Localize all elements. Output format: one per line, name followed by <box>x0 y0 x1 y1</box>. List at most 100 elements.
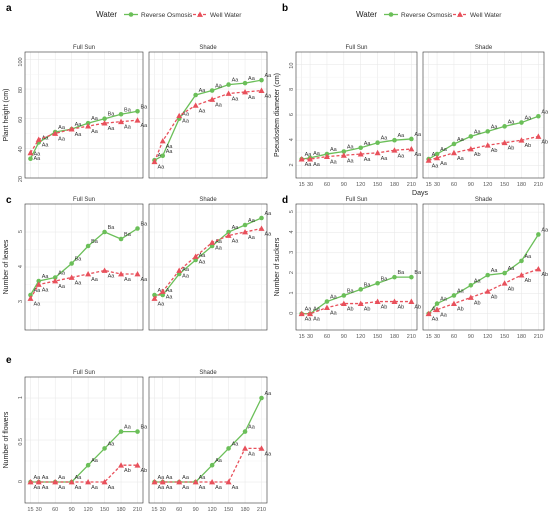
series-line <box>154 447 262 483</box>
data-point <box>52 130 59 136</box>
y-tick-label: 3 <box>18 300 24 303</box>
panel-letter: e <box>6 355 12 366</box>
series-line <box>29 269 138 299</box>
data-point <box>209 239 216 245</box>
y-tick-label: 1 <box>18 396 24 399</box>
data-label: Aa <box>182 267 190 273</box>
data-label: Aa <box>215 102 223 108</box>
series-line <box>154 79 262 161</box>
data-label: Aa <box>75 122 83 128</box>
data-point <box>209 462 215 468</box>
data-label: Aa <box>305 152 313 158</box>
y-axis-title: Plant height (cm) <box>3 89 10 142</box>
data-label: Aa <box>42 288 50 294</box>
data-point <box>259 215 264 221</box>
data-point <box>134 462 141 468</box>
data-point <box>242 445 249 451</box>
data-label: Aa <box>232 78 240 84</box>
data-point <box>52 275 58 280</box>
data-point <box>193 92 198 98</box>
data-point <box>85 462 91 468</box>
data-label: Aa <box>265 211 273 217</box>
data-point <box>28 156 33 162</box>
facet-border <box>148 203 268 331</box>
facet-border <box>422 51 545 179</box>
data-point <box>484 142 491 148</box>
data-point <box>259 395 264 401</box>
data-point <box>340 300 347 306</box>
x-tick-label: 180 <box>517 334 526 340</box>
data-point <box>226 446 231 451</box>
x-tick-label: 15 <box>299 182 305 188</box>
data-point <box>434 306 441 313</box>
data-point <box>450 149 457 156</box>
data-label: Aa <box>474 278 482 284</box>
y-tick-label: 3 <box>289 251 295 254</box>
data-point <box>226 229 231 235</box>
data-point <box>467 146 474 152</box>
data-point <box>242 80 248 86</box>
grid <box>25 204 143 330</box>
y-tick-label: 100 <box>18 57 24 66</box>
data-point <box>242 89 249 95</box>
data-label: Aa <box>33 288 41 294</box>
data-label: Aa <box>330 295 338 301</box>
data-point <box>374 149 381 156</box>
y-tick-label: 0.5 <box>18 438 24 446</box>
data-label: Ab <box>141 468 148 474</box>
data-label: Aa <box>141 277 149 283</box>
data-point <box>209 479 216 485</box>
data-point <box>192 479 199 485</box>
data-label: Aa <box>91 485 99 491</box>
data-label: Aa <box>166 288 174 294</box>
data-point <box>375 140 380 146</box>
series-line <box>428 268 539 315</box>
data-point <box>501 280 508 286</box>
data-label: Aa <box>166 475 174 481</box>
data-point <box>324 299 330 304</box>
data-point <box>391 147 398 153</box>
series-line <box>301 276 412 315</box>
data-label: Aa <box>124 277 132 283</box>
data-label: Aa <box>91 116 99 122</box>
data-point <box>225 479 232 485</box>
data-point <box>159 137 166 144</box>
data-point <box>298 310 305 317</box>
data-label: Aa <box>432 163 440 169</box>
data-label: Aa <box>248 451 256 457</box>
series-line <box>154 217 262 296</box>
x-tick-label: 90 <box>69 507 75 511</box>
data-label: Aa <box>124 125 132 131</box>
data-label: Aa <box>42 475 50 481</box>
data-label: Aa <box>108 485 116 491</box>
data-label: Aa <box>215 246 223 252</box>
facet-border <box>148 51 268 179</box>
data-label: Aa <box>199 485 207 491</box>
data-label: Aa <box>199 253 207 259</box>
data-point <box>27 479 34 485</box>
data-point <box>85 123 92 129</box>
y-axis-title: Number of suckers <box>274 237 281 296</box>
data-label: Aa <box>141 123 149 129</box>
data-label: Aa <box>347 145 355 151</box>
data-label: Aa <box>182 112 190 118</box>
data-label: Aa <box>166 295 174 301</box>
y-tick-label: 4 <box>18 265 24 268</box>
series-line <box>153 89 262 162</box>
data-label: Aa <box>508 266 516 272</box>
data-point <box>258 87 265 93</box>
data-point <box>434 301 440 306</box>
data-point <box>85 243 91 249</box>
data-point <box>176 112 183 119</box>
data-label: Aa <box>265 391 273 397</box>
facet-title: Shade <box>475 197 493 203</box>
data-label: Ab <box>457 307 464 313</box>
x-tick-label: 30 <box>307 182 313 188</box>
